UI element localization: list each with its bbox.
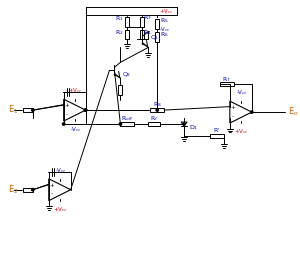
Text: R$_5$: R$_5$	[160, 16, 169, 25]
Text: R$_7$: R$_7$	[223, 75, 231, 84]
Text: R$_2$: R$_2$	[115, 28, 123, 37]
Text: R': R'	[214, 128, 220, 133]
Text: -V$_{cc}$: -V$_{cc}$	[55, 166, 67, 175]
Text: E$_1$: E$_1$	[8, 104, 19, 116]
Bar	[23, 108, 33, 112]
Text: R$_8$: R$_8$	[153, 100, 162, 108]
Circle shape	[156, 109, 158, 111]
Bar	[150, 108, 164, 112]
Text: R$_1$: R$_1$	[115, 14, 123, 23]
Text: +V$_{cc}$: +V$_{cc}$	[53, 205, 68, 214]
Text: -: -	[232, 114, 234, 119]
Text: -: -	[51, 192, 53, 197]
Text: +: +	[230, 105, 235, 110]
Bar	[118, 85, 122, 95]
Bar	[120, 122, 134, 126]
Circle shape	[62, 123, 65, 125]
Circle shape	[183, 123, 185, 125]
Bar	[155, 32, 159, 42]
Bar	[23, 188, 33, 192]
Circle shape	[84, 109, 87, 111]
Circle shape	[250, 111, 253, 113]
Circle shape	[119, 123, 122, 125]
Bar	[210, 134, 224, 138]
Text: -V$_{cc}$: -V$_{cc}$	[236, 88, 248, 97]
Circle shape	[32, 189, 34, 191]
Text: Q$_1$: Q$_1$	[150, 33, 160, 42]
Text: -V$_{cc}$: -V$_{cc}$	[70, 125, 82, 134]
Text: +V$_{cc}$: +V$_{cc}$	[235, 127, 249, 136]
Text: E$_o$: E$_o$	[288, 106, 298, 118]
Bar	[148, 122, 160, 126]
Text: +: +	[64, 103, 69, 108]
Text: +V$_{cc}$: +V$_{cc}$	[68, 86, 83, 95]
Bar	[220, 82, 234, 86]
Text: R$_6$: R$_6$	[160, 30, 169, 39]
Text: R$_f$: R$_f$	[150, 114, 158, 123]
Text: R$_{off}$: R$_{off}$	[121, 114, 134, 123]
Text: +: +	[50, 183, 54, 188]
Circle shape	[32, 109, 34, 111]
Text: D$_1$: D$_1$	[189, 124, 198, 133]
Text: +V$_{cc}$: +V$_{cc}$	[159, 7, 173, 16]
Bar	[125, 17, 129, 26]
Text: R$_3$: R$_3$	[143, 13, 152, 22]
Text: -V$_{cc}$: -V$_{cc}$	[159, 25, 171, 34]
Text: E$_2$: E$_2$	[8, 183, 19, 196]
Bar	[125, 30, 129, 40]
Bar	[155, 19, 159, 29]
Text: -: -	[66, 112, 68, 117]
Text: R$_4$: R$_4$	[143, 28, 152, 37]
Bar	[140, 30, 144, 40]
Circle shape	[84, 109, 87, 111]
Bar	[140, 17, 144, 26]
Text: Q$_2$: Q$_2$	[122, 70, 132, 79]
